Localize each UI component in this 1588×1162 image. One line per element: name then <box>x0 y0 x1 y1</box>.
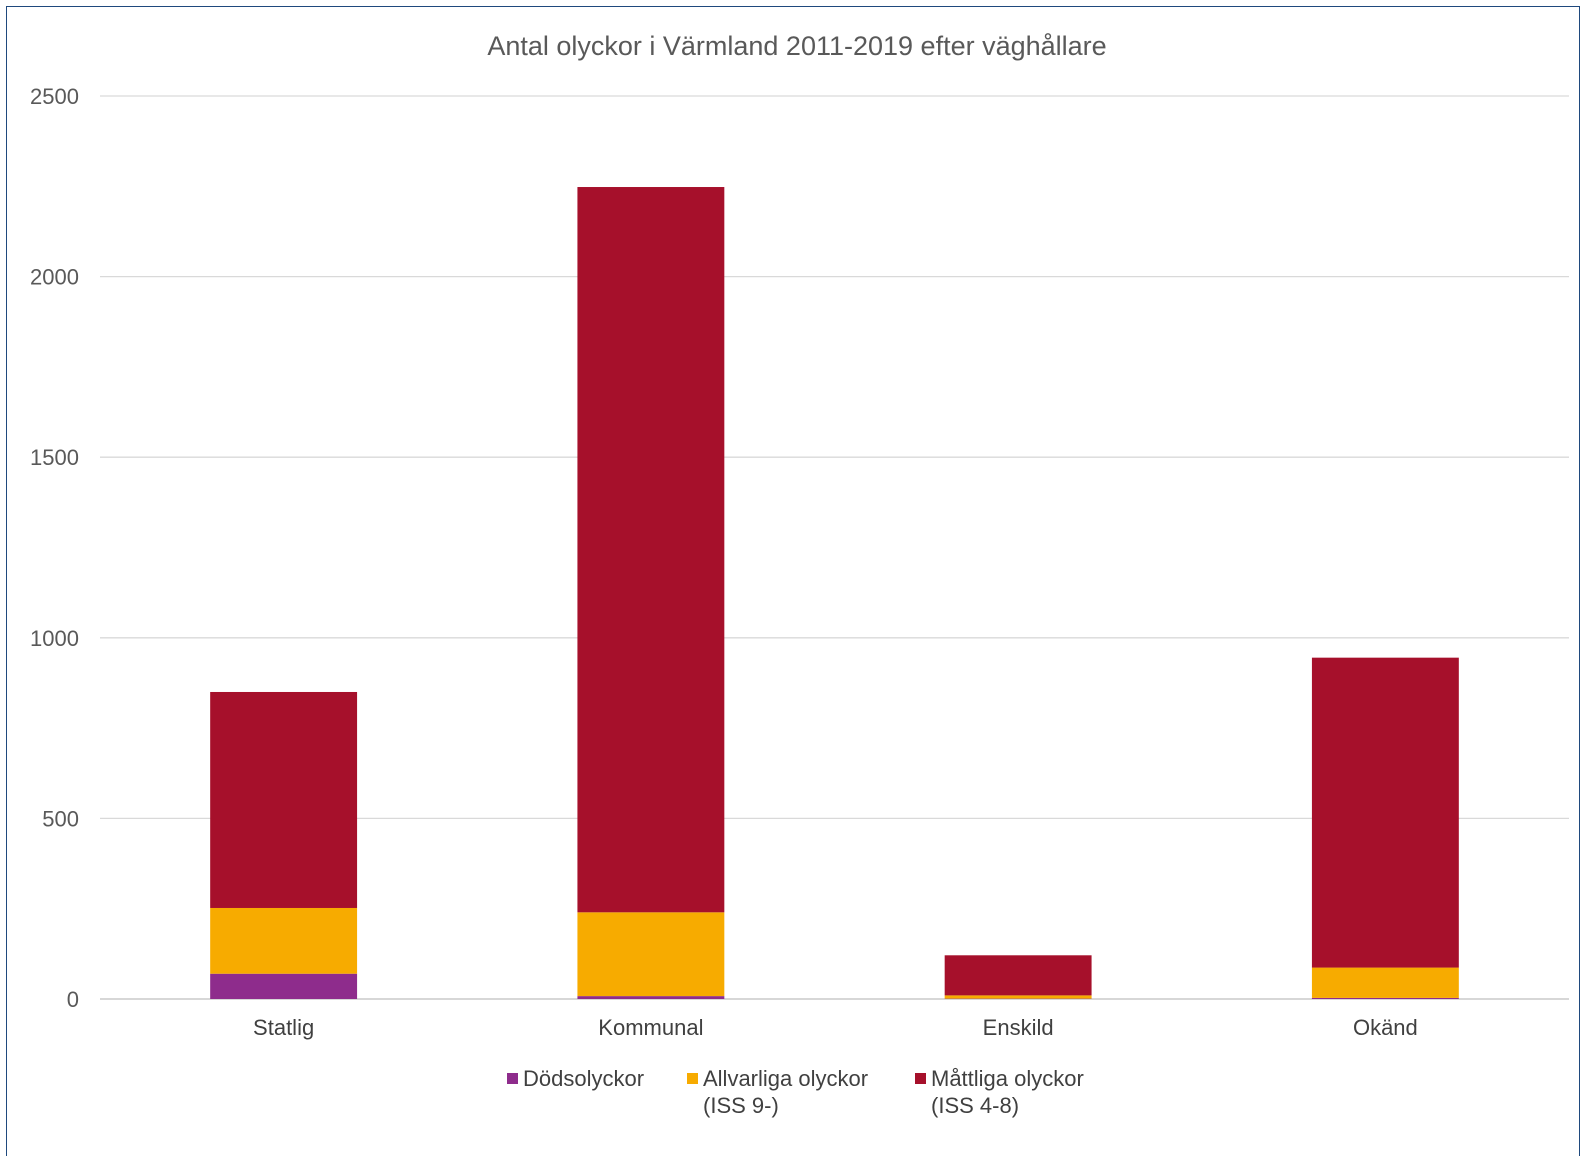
x-tick-label: Statlig <box>253 1015 314 1040</box>
bar-segment <box>577 187 724 912</box>
bar-segment <box>945 995 1092 998</box>
x-tick-label: Enskild <box>983 1015 1054 1040</box>
bars <box>210 187 1459 999</box>
x-axis: Statlig Kommunal Enskild Okänd <box>253 1015 1418 1040</box>
y-tick-label: 2000 <box>30 265 79 290</box>
legend-label: (ISS 4-8) <box>931 1093 1019 1118</box>
legend-swatch <box>687 1073 698 1084</box>
legend: Dödsolyckor Allvarliga olyckor(ISS 9-) Måt… <box>507 1066 1084 1118</box>
legend-label: Allvarliga olyckor <box>703 1066 868 1091</box>
y-tick-label: 1500 <box>30 445 79 470</box>
bar-segment <box>1312 968 1459 998</box>
legend-label: Dödsolyckor <box>523 1066 644 1091</box>
chart-title: Antal olyckor i Värmland 2011-2019 efter… <box>487 31 1106 61</box>
legend-swatch <box>507 1073 518 1084</box>
y-tick-label: 0 <box>67 987 79 1012</box>
y-tick-label: 500 <box>42 806 79 831</box>
bar-segment <box>577 996 724 999</box>
legend-label: Måttliga olyckor <box>931 1066 1084 1091</box>
bar-segment <box>210 908 357 974</box>
bar-segment <box>210 692 357 908</box>
chart-frame: Antal olyckor i Värmland 2011-2019 efter… <box>6 6 1580 1156</box>
bar-segment <box>945 955 1092 995</box>
y-tick-label: 2500 <box>30 84 79 109</box>
y-tick-label: 1000 <box>30 626 79 651</box>
chart-svg: Antal olyckor i Värmland 2011-2019 efter… <box>7 7 1581 1157</box>
legend-label: (ISS 9-) <box>703 1093 779 1118</box>
bar-segment <box>1312 998 1459 999</box>
x-tick-label: Okänd <box>1353 1015 1418 1040</box>
bar-segment <box>577 912 724 996</box>
x-tick-label: Kommunal <box>598 1015 703 1040</box>
bar-segment <box>1312 658 1459 968</box>
legend-swatch <box>915 1073 926 1084</box>
bar-segment <box>210 974 357 999</box>
y-axis-ticks: 0 500 1000 1500 2000 2500 <box>30 84 79 1012</box>
